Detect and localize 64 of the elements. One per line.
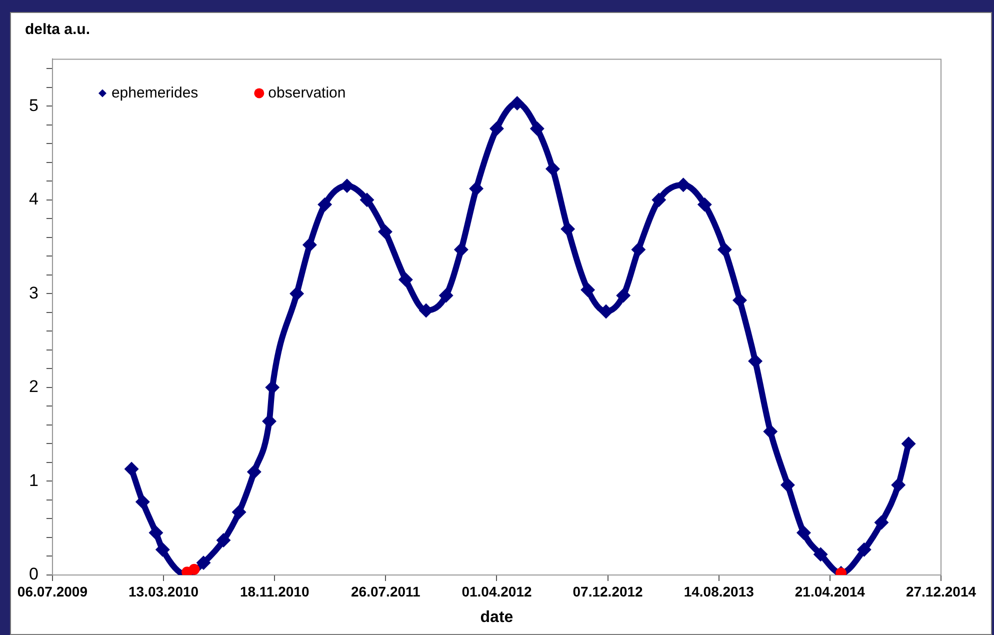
point	[764, 426, 776, 438]
point	[677, 178, 690, 191]
point	[875, 516, 888, 528]
point	[632, 244, 644, 256]
x-tick-label: 27.12.2014	[906, 583, 976, 600]
point	[600, 305, 612, 318]
point	[652, 194, 665, 206]
y-tick-label: 1	[28, 470, 38, 490]
x-tick-label: 06.07.2009	[17, 583, 88, 600]
point	[198, 556, 210, 569]
point	[490, 122, 503, 135]
point	[318, 198, 331, 211]
point	[188, 564, 200, 575]
x-axis-title: date	[480, 608, 514, 626]
point	[892, 478, 904, 491]
point	[420, 304, 432, 317]
point	[470, 182, 482, 195]
y-axis-title: delta a.u.	[25, 21, 90, 38]
y-tick-label: 3	[28, 283, 38, 302]
x-tick-label: 13.03.2010	[128, 583, 199, 600]
point	[798, 526, 810, 539]
point	[718, 244, 731, 256]
point	[902, 438, 915, 450]
x-tick-label: 26.07.2011	[351, 583, 421, 600]
point	[341, 180, 354, 192]
legend-label: ephemerides	[111, 84, 198, 102]
x-tick-label: 01.04.2012	[462, 583, 532, 600]
point	[617, 290, 630, 302]
point	[858, 544, 870, 556]
y-tick-label: 4	[28, 190, 38, 209]
point	[263, 415, 276, 428]
point	[814, 548, 827, 560]
y-tick-label: 5	[28, 96, 38, 115]
point	[511, 97, 524, 110]
point	[379, 226, 392, 238]
point	[698, 198, 711, 211]
x-tick-label: 14.08.2013	[684, 583, 754, 600]
point	[304, 238, 316, 251]
point	[248, 466, 260, 478]
point	[546, 162, 559, 175]
point	[218, 534, 230, 546]
point	[233, 506, 246, 518]
point	[290, 288, 303, 300]
point	[562, 222, 574, 235]
point	[440, 290, 452, 302]
x-tick-label: 18.11.2010	[240, 583, 310, 600]
legend-label: observation	[268, 84, 346, 102]
point	[136, 496, 149, 508]
x-tick-label: 07.12.2012	[572, 583, 644, 600]
y-tick-label: 0	[28, 564, 38, 584]
point	[400, 274, 412, 286]
y-tick-label: 2	[28, 377, 38, 396]
point	[749, 355, 762, 368]
point	[156, 544, 169, 556]
x-tick-label: 21.04.2014	[794, 583, 866, 600]
point	[126, 463, 138, 476]
point	[782, 478, 794, 491]
point	[582, 284, 594, 296]
point	[531, 122, 544, 135]
point	[455, 244, 468, 256]
point	[150, 526, 162, 539]
point	[361, 194, 373, 206]
point	[266, 381, 278, 394]
point	[734, 294, 746, 306]
